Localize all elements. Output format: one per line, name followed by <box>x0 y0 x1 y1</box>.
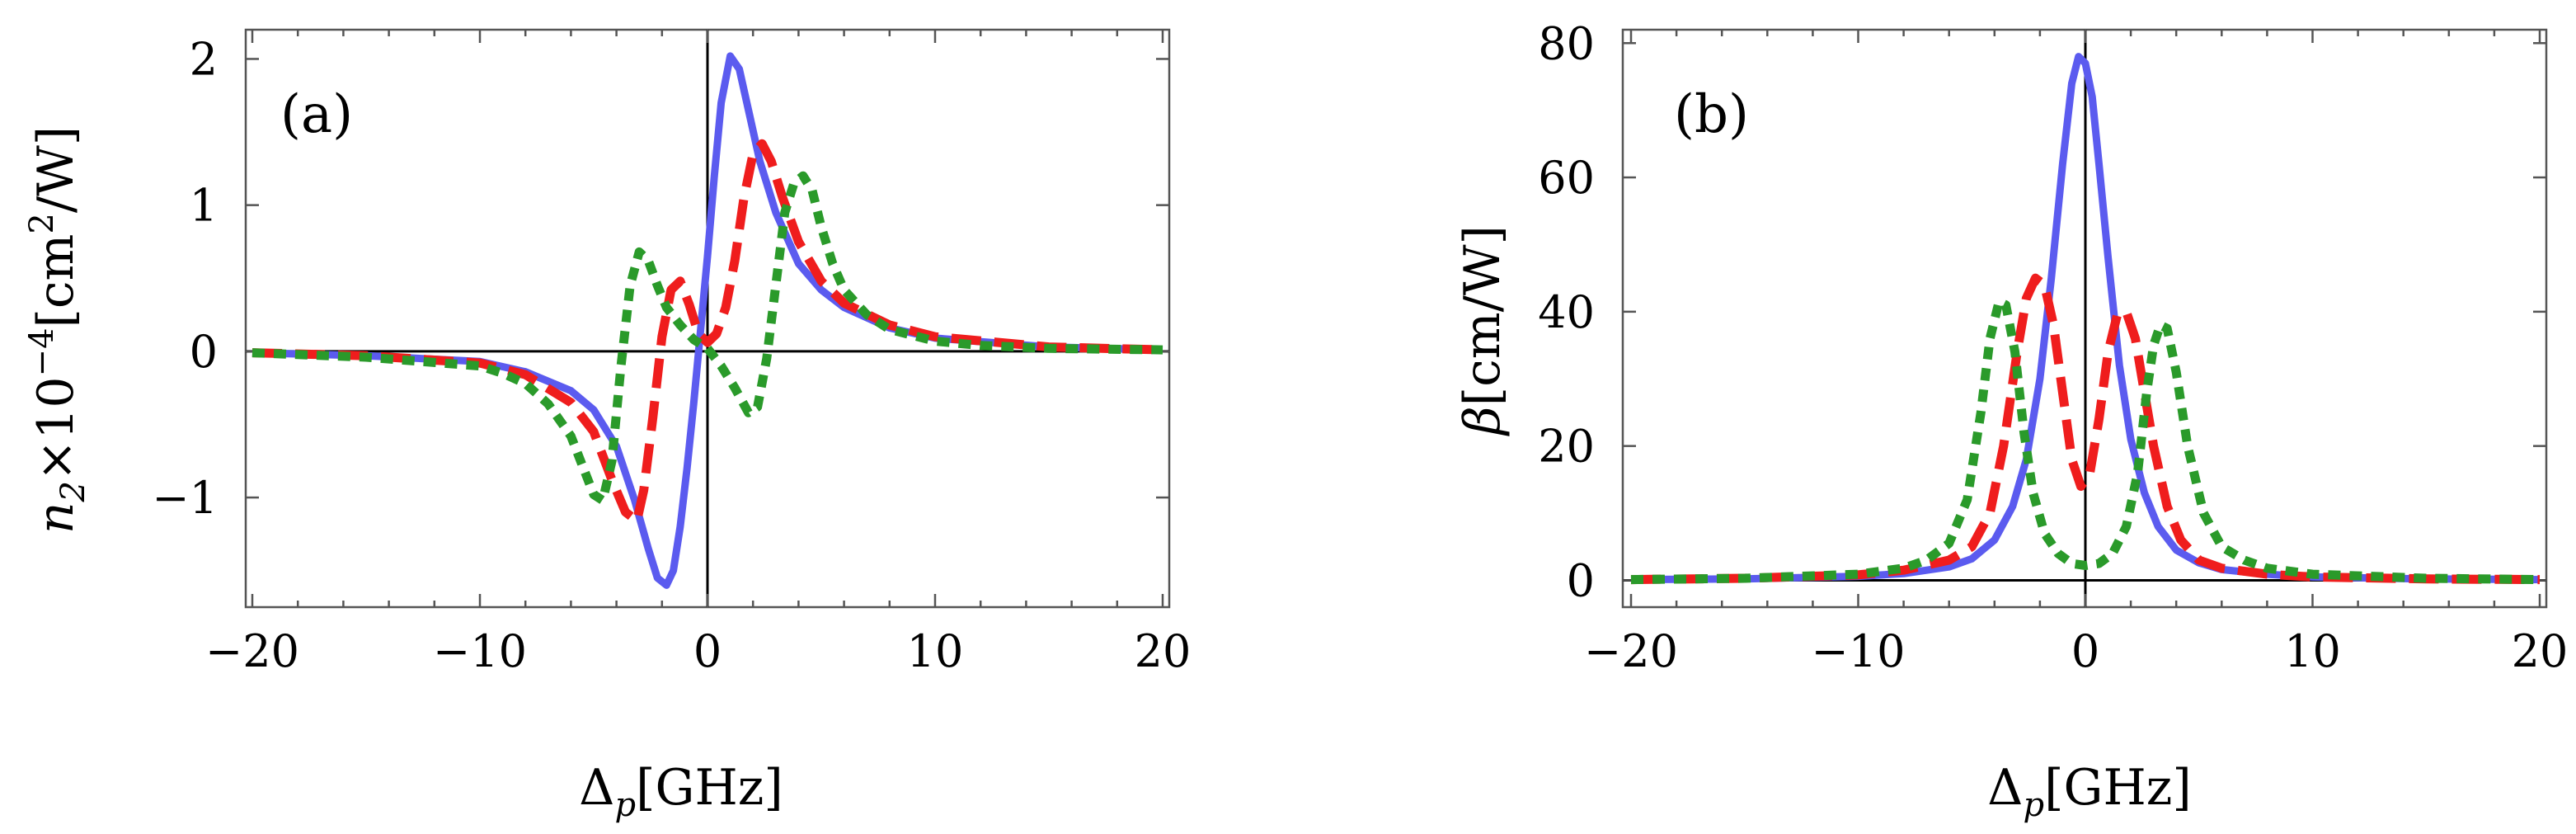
curves-b <box>1630 53 2541 585</box>
zero-lines-b <box>1623 30 2546 607</box>
x-tick-label-b: 0 <box>2071 625 2099 677</box>
zero-lines-a <box>246 30 1169 607</box>
y-axis-label-a: n2×10−4[cm2/W] <box>23 126 92 534</box>
y-tick-label-b: 0 <box>1567 554 1595 606</box>
y-tick-label-b: 40 <box>1538 286 1595 338</box>
y-axis-label-b: β[cm/W] <box>1454 225 1511 436</box>
y-tick-label-a: 0 <box>190 326 218 378</box>
dotted-curve-b <box>1630 297 2541 585</box>
x-axis-label-b: Δp[GHz] <box>1987 759 2192 824</box>
solid-curve-a <box>251 52 1163 589</box>
x-axis-label-a: Δp[GHz] <box>579 759 783 824</box>
y-tick-label-a: 1 <box>190 180 218 232</box>
x-tick-label-a: 20 <box>1135 625 1192 677</box>
ticks-b: −20 −10 0 10 20 0 20 40 60 80 <box>1538 17 2568 677</box>
y-tick-label-a: 2 <box>190 33 218 85</box>
x-tick-label-a: −20 <box>205 625 299 677</box>
x-tick-label-a: 10 <box>907 625 964 677</box>
panel-label-b: (b) <box>1674 84 1749 145</box>
dotted-curve-a <box>251 171 1163 506</box>
dashed-curve-a <box>251 139 1163 525</box>
x-tick-label-b: −20 <box>1584 625 1678 677</box>
dashed-curve-b <box>1630 273 2541 585</box>
y-tick-label-b: 60 <box>1538 152 1595 204</box>
x-tick-label-b: 20 <box>2512 625 2569 677</box>
x-tick-label-a: −10 <box>433 625 527 677</box>
y-tick-label-b: 20 <box>1538 421 1595 473</box>
panel-b: −20 −10 0 10 20 0 20 40 60 80 (b) Δp[GHz] β[cm/W] <box>1454 17 2568 824</box>
x-tick-label-b: 10 <box>2284 625 2341 677</box>
panel-label-a: (a) <box>280 84 353 145</box>
y-tick-label-a: −1 <box>152 472 218 524</box>
y-tick-label-b: 80 <box>1538 17 1595 69</box>
x-tick-label-a: 0 <box>693 625 722 677</box>
curves-a <box>251 52 1163 589</box>
x-tick-label-b: −10 <box>1812 625 1906 677</box>
